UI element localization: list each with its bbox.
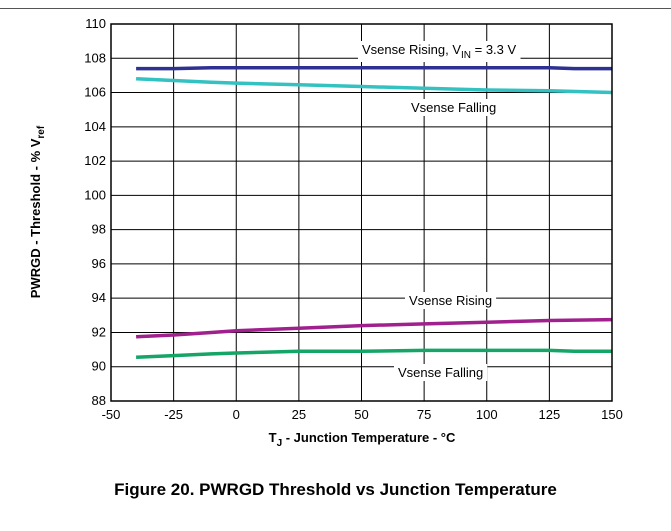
x-tick-label: 0 — [233, 407, 240, 422]
annotation-background — [407, 99, 501, 116]
annotation-vsense-falling-lower: Vsense Falling — [398, 365, 483, 380]
series-vsense-rising-vin — [136, 65, 612, 71]
annotation-vsense-rising-vin-after: = 3.3 V — [471, 42, 516, 57]
x-axis-title: TJ - Junction Temperature - °C — [269, 430, 456, 449]
y-tick-label: 110 — [85, 16, 106, 31]
y-axis-title: PWRGD - Threshold - % Vref — [28, 125, 47, 298]
y-axis-title-sub: ref — [36, 125, 47, 138]
annotation-background — [394, 364, 488, 381]
x-tick-label: 150 — [601, 407, 623, 422]
x-tick-label: 100 — [476, 407, 498, 422]
x-axis-title-rest: - Junction Temperature - °C — [282, 430, 456, 445]
x-tick-label: -50 — [102, 407, 121, 422]
x-axis-title-sub: J — [277, 438, 283, 449]
x-tick-label: 50 — [354, 407, 368, 422]
annotation-background — [405, 292, 497, 309]
series-vsense-rising-lower — [136, 317, 613, 339]
y-tick-label: 106 — [84, 85, 106, 100]
annotation-vsense-falling-upper: Vsense Falling — [411, 100, 496, 115]
y-tick-label: 92 — [92, 324, 106, 339]
y-tick-label: 90 — [92, 359, 106, 374]
y-tick-label: 100 — [84, 187, 106, 202]
y-axis-title-main: PWRGD - Threshold - % V — [28, 138, 43, 298]
series-vsense-falling-lower — [136, 348, 612, 360]
x-tick-label: -25 — [164, 407, 183, 422]
y-tick-labels: 88 90 92 94 96 98 100 102 104 106 108 110 — [84, 16, 106, 408]
y-tick-label: 102 — [84, 153, 106, 168]
series-lines — [136, 65, 613, 360]
annotation-vsense-rising-lower: Vsense Rising — [409, 293, 492, 308]
annotation-background — [358, 41, 521, 62]
chart: -50 -25 0 25 50 75 100 125 150 88 90 92 94 96 98 100 10… — [28, 16, 623, 449]
x-tick-labels: -50 -25 0 25 50 75 100 125 150 — [102, 407, 623, 422]
y-tick-label: 104 — [84, 119, 106, 134]
annotations — [358, 41, 521, 381]
x-axis-title-main: T — [269, 430, 277, 445]
y-tick-label: 94 — [92, 290, 106, 305]
top-rule — [0, 8, 671, 9]
figure-caption: Figure 20. PWRGD Threshold vs Junction T… — [114, 480, 557, 499]
y-tick-label: 96 — [92, 256, 106, 271]
x-tick-label: 125 — [539, 407, 561, 422]
x-tick-label: 25 — [292, 407, 306, 422]
annotation-vsense-rising-vin-sub: IN — [461, 50, 471, 61]
series-vsense-falling-upper — [136, 77, 613, 95]
y-tick-label: 98 — [92, 222, 106, 237]
annotation-vsense-rising-vin-text: Vsense Rising, V — [362, 42, 461, 57]
y-tick-label: 108 — [84, 50, 106, 65]
y-tick-label: 88 — [92, 393, 106, 408]
plot-frame — [110, 23, 613, 402]
annotation-vsense-rising-vin: Vsense Rising, VIN = 3.3 V — [362, 42, 516, 61]
x-tick-label: 75 — [417, 407, 431, 422]
